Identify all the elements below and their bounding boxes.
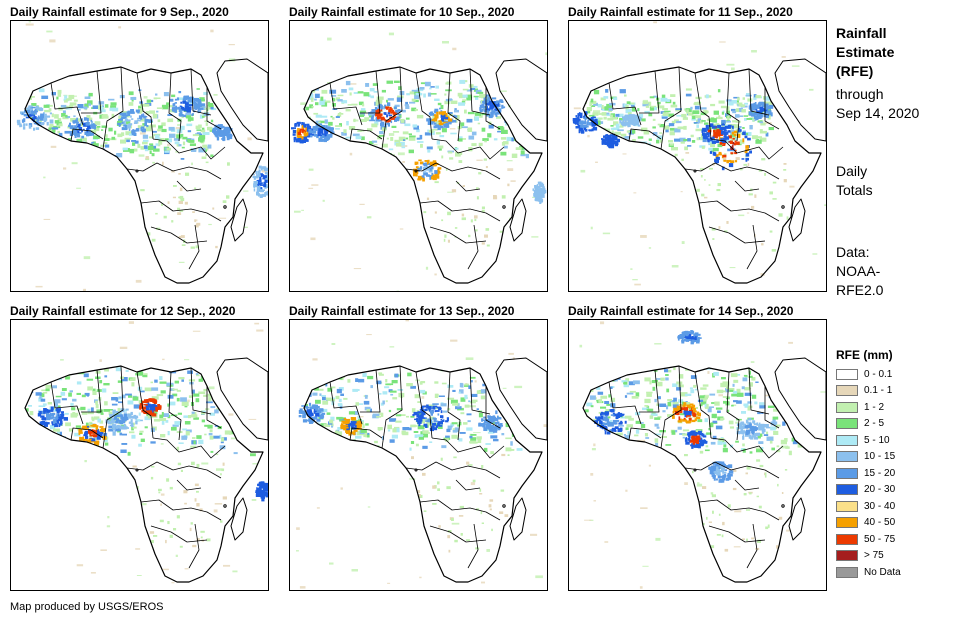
heavy-rain-cells <box>16 95 268 198</box>
country-borders <box>303 58 547 284</box>
legend-label: 30 - 40 <box>864 500 896 512</box>
country-borders <box>582 357 826 583</box>
legend-swatch <box>836 385 858 396</box>
rainfall-field <box>25 366 263 551</box>
map-heading-line3: (RFE) <box>836 63 874 79</box>
legend-swatch <box>836 484 858 495</box>
legend-item: 30 - 40 <box>836 498 895 514</box>
rainfall-map-sep12 <box>10 319 269 591</box>
daily-label: Daily <box>836 163 868 179</box>
rainfall-map-sep14 <box>568 319 827 591</box>
country-borders <box>24 357 268 583</box>
panel-title-sep14: Daily Rainfall estimate for 14 Sep., 202… <box>568 304 794 318</box>
panel-title-sep13: Daily Rainfall estimate for 13 Sep., 202… <box>289 304 515 318</box>
heavy-rain-cells <box>594 330 766 483</box>
country-borders <box>303 357 547 583</box>
legend-swatch <box>836 368 858 380</box>
legend-swatch <box>836 467 858 479</box>
legend-swatch <box>836 566 858 578</box>
rainfall-map-sep9 <box>10 20 269 292</box>
rainfall-field <box>304 366 540 553</box>
legend-swatch <box>836 451 858 462</box>
legend-item: 40 - 50 <box>836 515 895 531</box>
heavy-rain-cells <box>291 96 547 204</box>
legend-item: 0.1 - 1 <box>836 383 892 399</box>
legend-label: 15 - 20 <box>864 467 896 479</box>
data-source-line3: RFE2.0 <box>836 282 884 298</box>
map-heading-line1: Rainfall <box>836 25 887 41</box>
legend-title: RFE (mm) <box>836 348 893 362</box>
legend-item: 50 - 75 <box>836 531 895 547</box>
legend-swatch <box>836 418 858 429</box>
legend-swatch <box>836 434 858 446</box>
map-svg <box>16 21 268 291</box>
legend-label: 10 - 15 <box>864 451 896 462</box>
ocean-drizzle <box>296 320 547 589</box>
rainfall-field <box>583 366 819 552</box>
legend-item: 15 - 20 <box>836 465 895 481</box>
panel-title-sep12: Daily Rainfall estimate for 12 Sep., 202… <box>10 304 236 318</box>
panel-title-sep10: Daily Rainfall estimate for 10 Sep., 202… <box>289 5 515 19</box>
legend-item: 20 - 30 <box>836 482 895 498</box>
through-date: Sep 14, 2020 <box>836 105 920 121</box>
legend-label: 40 - 50 <box>864 517 896 528</box>
data-source-label: Data: <box>836 244 870 260</box>
legend-item: > 75 <box>836 548 884 564</box>
legend-swatch <box>836 517 858 528</box>
country-borders <box>582 58 826 284</box>
legend-label: 20 - 30 <box>864 484 896 495</box>
map-svg <box>296 320 547 589</box>
rainfall-map-sep13 <box>289 319 548 591</box>
legend-label: 1 - 2 <box>864 401 885 413</box>
through-label: through <box>836 86 884 102</box>
legend-item: 10 - 15 <box>836 449 895 465</box>
legend-label: 5 - 10 <box>864 434 890 446</box>
legend-label: > 75 <box>864 550 884 561</box>
rainfall-map-sep11 <box>568 20 827 292</box>
legend-swatch <box>836 401 858 413</box>
legend-swatch <box>836 533 858 545</box>
legend-label: No Data <box>864 566 901 578</box>
legend-label: 0 - 0.1 <box>864 368 893 380</box>
map-svg <box>572 21 826 286</box>
legend-item: 0 - 0.1 <box>836 366 892 382</box>
legend-label: 50 - 75 <box>864 533 896 545</box>
legend-item: 5 - 10 <box>836 432 890 448</box>
legend-item: No Data <box>836 564 901 580</box>
map-svg <box>291 32 547 291</box>
map-heading-line2: Estimate <box>836 44 895 60</box>
rainfall-map-sep10 <box>289 20 548 292</box>
map-svg <box>579 321 826 589</box>
panel-title-sep9: Daily Rainfall estimate for 9 Sep., 2020 <box>10 5 229 19</box>
legend-swatch <box>836 550 858 561</box>
ocean-drizzle <box>41 321 264 584</box>
map-credit: Map produced by USGS/EROS <box>10 601 164 613</box>
legend-item: 1 - 2 <box>836 399 884 415</box>
country-borders <box>24 58 268 284</box>
heavy-rain-cells <box>37 398 268 502</box>
legend-label: 2 - 5 <box>864 418 885 429</box>
legend-label: 0.1 - 1 <box>864 385 893 396</box>
legend-swatch <box>836 500 858 512</box>
map-svg <box>24 321 268 584</box>
panel-title-sep11: Daily Rainfall estimate for 11 Sep., 202… <box>568 5 793 19</box>
legend-item: 2 - 5 <box>836 416 884 432</box>
totals-label: Totals <box>836 182 873 198</box>
data-source-line2: NOAA- <box>836 263 881 279</box>
